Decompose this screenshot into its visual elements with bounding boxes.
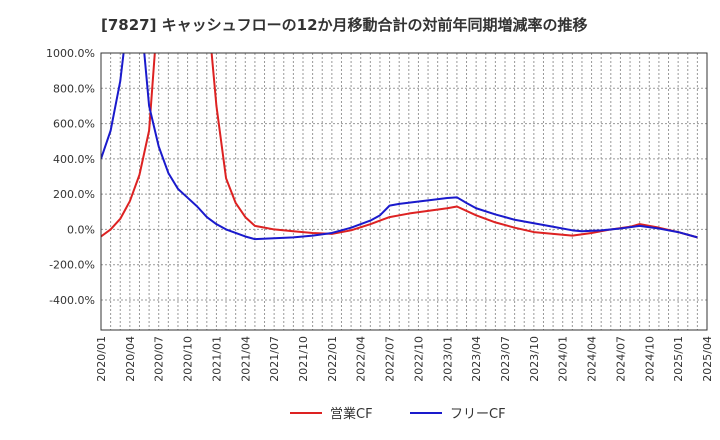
x-tick-label: 2020/10 — [182, 336, 195, 382]
x-tick-label: 2022/01 — [326, 336, 339, 382]
y-tick-label: 800.0% — [53, 82, 95, 95]
y-tick-label: 1000.0% — [46, 47, 95, 60]
x-tick-label: 2020/01 — [95, 336, 108, 382]
y-tick-label: 400.0% — [53, 153, 95, 166]
series-lines — [101, 53, 698, 241]
x-tick-label: 2021/04 — [239, 336, 252, 382]
x-tick-label: 2024/04 — [586, 336, 599, 382]
y-axis-ticks: 1000.0% 800.0% 600.0% 400.0% 200.0% 0.0% -200.… — [46, 47, 95, 307]
x-tick-label: 2022/10 — [412, 336, 425, 382]
x-tick-label: 2020/07 — [153, 336, 166, 382]
x-axis-ticks: 2020/01 2020/04 2020/07 2020/10 2021/01 2021/… — [95, 336, 714, 382]
x-tick-label: 2023/10 — [528, 336, 541, 382]
y-tick-label: -200.0% — [49, 259, 95, 272]
x-tick-label: 2023/01 — [441, 336, 454, 382]
y-tick-label: 200.0% — [53, 188, 95, 201]
legend-label: フリーCF — [450, 407, 506, 422]
x-tick-label: 2024/10 — [643, 336, 656, 382]
y-tick-label: 600.0% — [53, 118, 95, 131]
y-tick-label: 0.0% — [67, 223, 95, 236]
x-tick-label: 2025/04 — [701, 336, 714, 382]
x-tick-label: 2023/04 — [470, 336, 483, 382]
y-tick-label: -400.0% — [49, 294, 95, 307]
x-tick-label: 2022/07 — [384, 336, 397, 382]
x-tick-label: 2024/01 — [557, 336, 570, 382]
x-tick-label: 2023/07 — [499, 336, 512, 382]
x-tick-label: 2021/01 — [210, 336, 223, 382]
x-tick-label: 2021/07 — [268, 336, 281, 382]
legend: 営業CF フリーCF — [290, 406, 506, 422]
x-tick-label: 2020/04 — [124, 336, 137, 382]
chart-title: [7827] キャッシュフローの12か月移動合計の対前年同期増減率の推移 — [101, 16, 588, 34]
x-tick-label: 2025/01 — [672, 336, 685, 382]
legend-label: 営業CF — [330, 406, 373, 422]
x-tick-label: 2022/04 — [355, 336, 368, 382]
series-line-1 — [101, 53, 698, 241]
plot-frame — [100, 52, 708, 331]
plot-area — [101, 53, 707, 330]
x-tick-label: 2021/10 — [297, 336, 310, 382]
x-tick-label: 2024/07 — [614, 336, 627, 382]
